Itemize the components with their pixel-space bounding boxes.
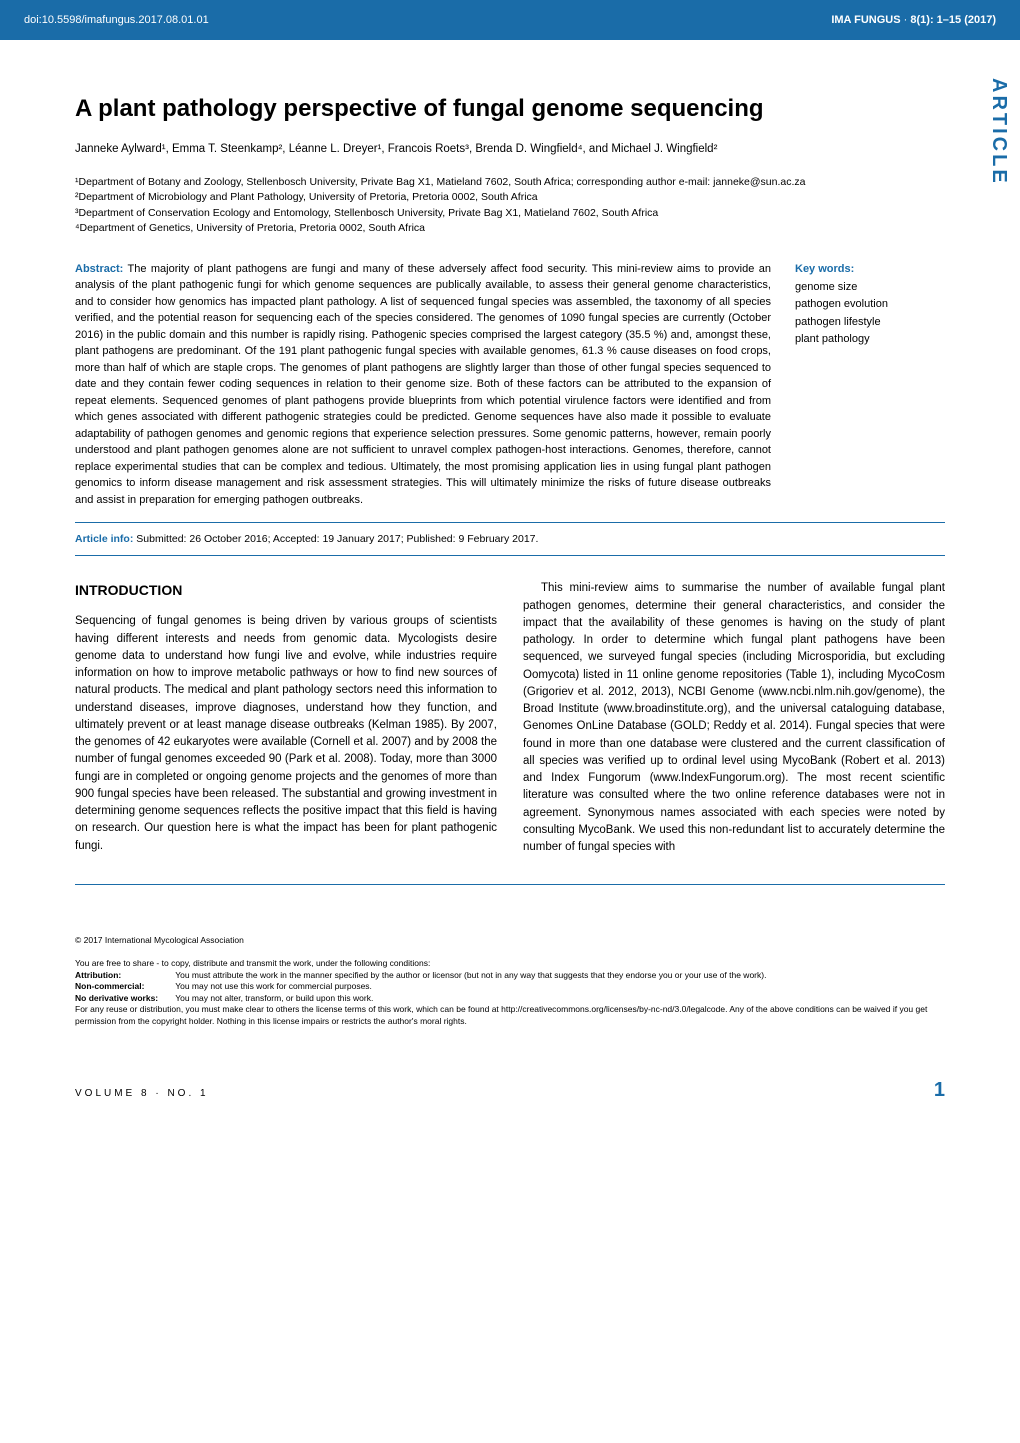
article-title: A plant pathology perspective of fungal … [75,95,945,123]
divider-1 [75,522,945,523]
abstract-section: Abstract: The majority of plant pathogen… [75,261,945,509]
noncommercial-label: Non-commercial: [75,981,173,992]
affiliation-1: ¹Department of Botany and Zoology, Stell… [75,175,945,190]
doi-text: doi:10.5598/imafungus.2017.08.01.01 [24,14,209,26]
page-number: 1 [934,1079,945,1102]
volume-text: VOLUME 8 · NO. 1 [75,1088,209,1099]
authors: Janneke Aylward¹, Emma T. Steenkamp², Lé… [75,141,945,157]
journal-name: IMA FUNGUS [831,14,900,26]
attribution-text: You must attribute the work in the manne… [175,970,766,980]
issue-text: 8(1): 1–15 (2017) [910,14,996,26]
affiliation-4: ⁴Department of Genetics, University of P… [75,221,945,236]
introduction-section: INTRODUCTION Sequencing of fungal genome… [75,580,945,856]
license-reuse: For any reuse or distribution, you must … [75,1004,945,1027]
license-noncommercial: Non-commercial: You may not use this wor… [75,981,945,992]
keyword-1: genome size [795,279,945,297]
divider-3 [75,884,945,885]
divider-2 [75,555,945,556]
footer: VOLUME 8 · NO. 1 1 [0,1067,1020,1132]
header-bar: doi:10.5598/imafungus.2017.08.01.01 IMA … [0,0,1020,40]
copyright: © 2017 International Mycological Associa… [75,935,945,946]
license-section: © 2017 International Mycological Associa… [75,935,945,1027]
intro-paragraph-2: This mini-review aims to summarise the n… [523,580,945,856]
keywords-label: Key words: [795,261,945,279]
keywords-block: Key words: genome size pathogen evolutio… [795,261,945,509]
keyword-3: pathogen lifestyle [795,314,945,332]
affiliations: ¹Department of Botany and Zoology, Stell… [75,175,945,236]
article-info: Article info: Submitted: 26 October 2016… [75,533,945,545]
affiliation-3: ³Department of Conservation Ecology and … [75,206,945,221]
affiliation-2: ²Department of Microbiology and Plant Pa… [75,190,945,205]
introduction-heading: INTRODUCTION [75,580,497,601]
license-noderivative: No derivative works: You may not alter, … [75,993,945,1004]
article-info-label: Article info: [75,533,133,545]
license-share: You are free to share - to copy, distrib… [75,958,945,969]
abstract-label: Abstract: [75,263,123,275]
abstract-body: The majority of plant pathogens are fung… [75,263,771,506]
attribution-label: Attribution: [75,970,173,981]
noderivative-text: You may not alter, transform, or build u… [175,993,373,1003]
noderivative-label: No derivative works: [75,993,173,1004]
article-info-text: Submitted: 26 October 2016; Accepted: 19… [133,533,538,545]
license-attribution: Attribution: You must attribute the work… [75,970,945,981]
page-content: A plant pathology perspective of fungal … [0,40,1020,1067]
keyword-4: plant pathology [795,331,945,349]
article-side-tab: ARTICLE [977,68,1020,196]
abstract-text-block: Abstract: The majority of plant pathogen… [75,261,771,509]
keyword-2: pathogen evolution [795,296,945,314]
intro-paragraph-1: Sequencing of fungal genomes is being dr… [75,613,497,855]
noncommercial-text: You may not use this work for commercial… [175,981,372,991]
journal-issue: IMA FUNGUS · 8(1): 1–15 (2017) [831,14,996,26]
